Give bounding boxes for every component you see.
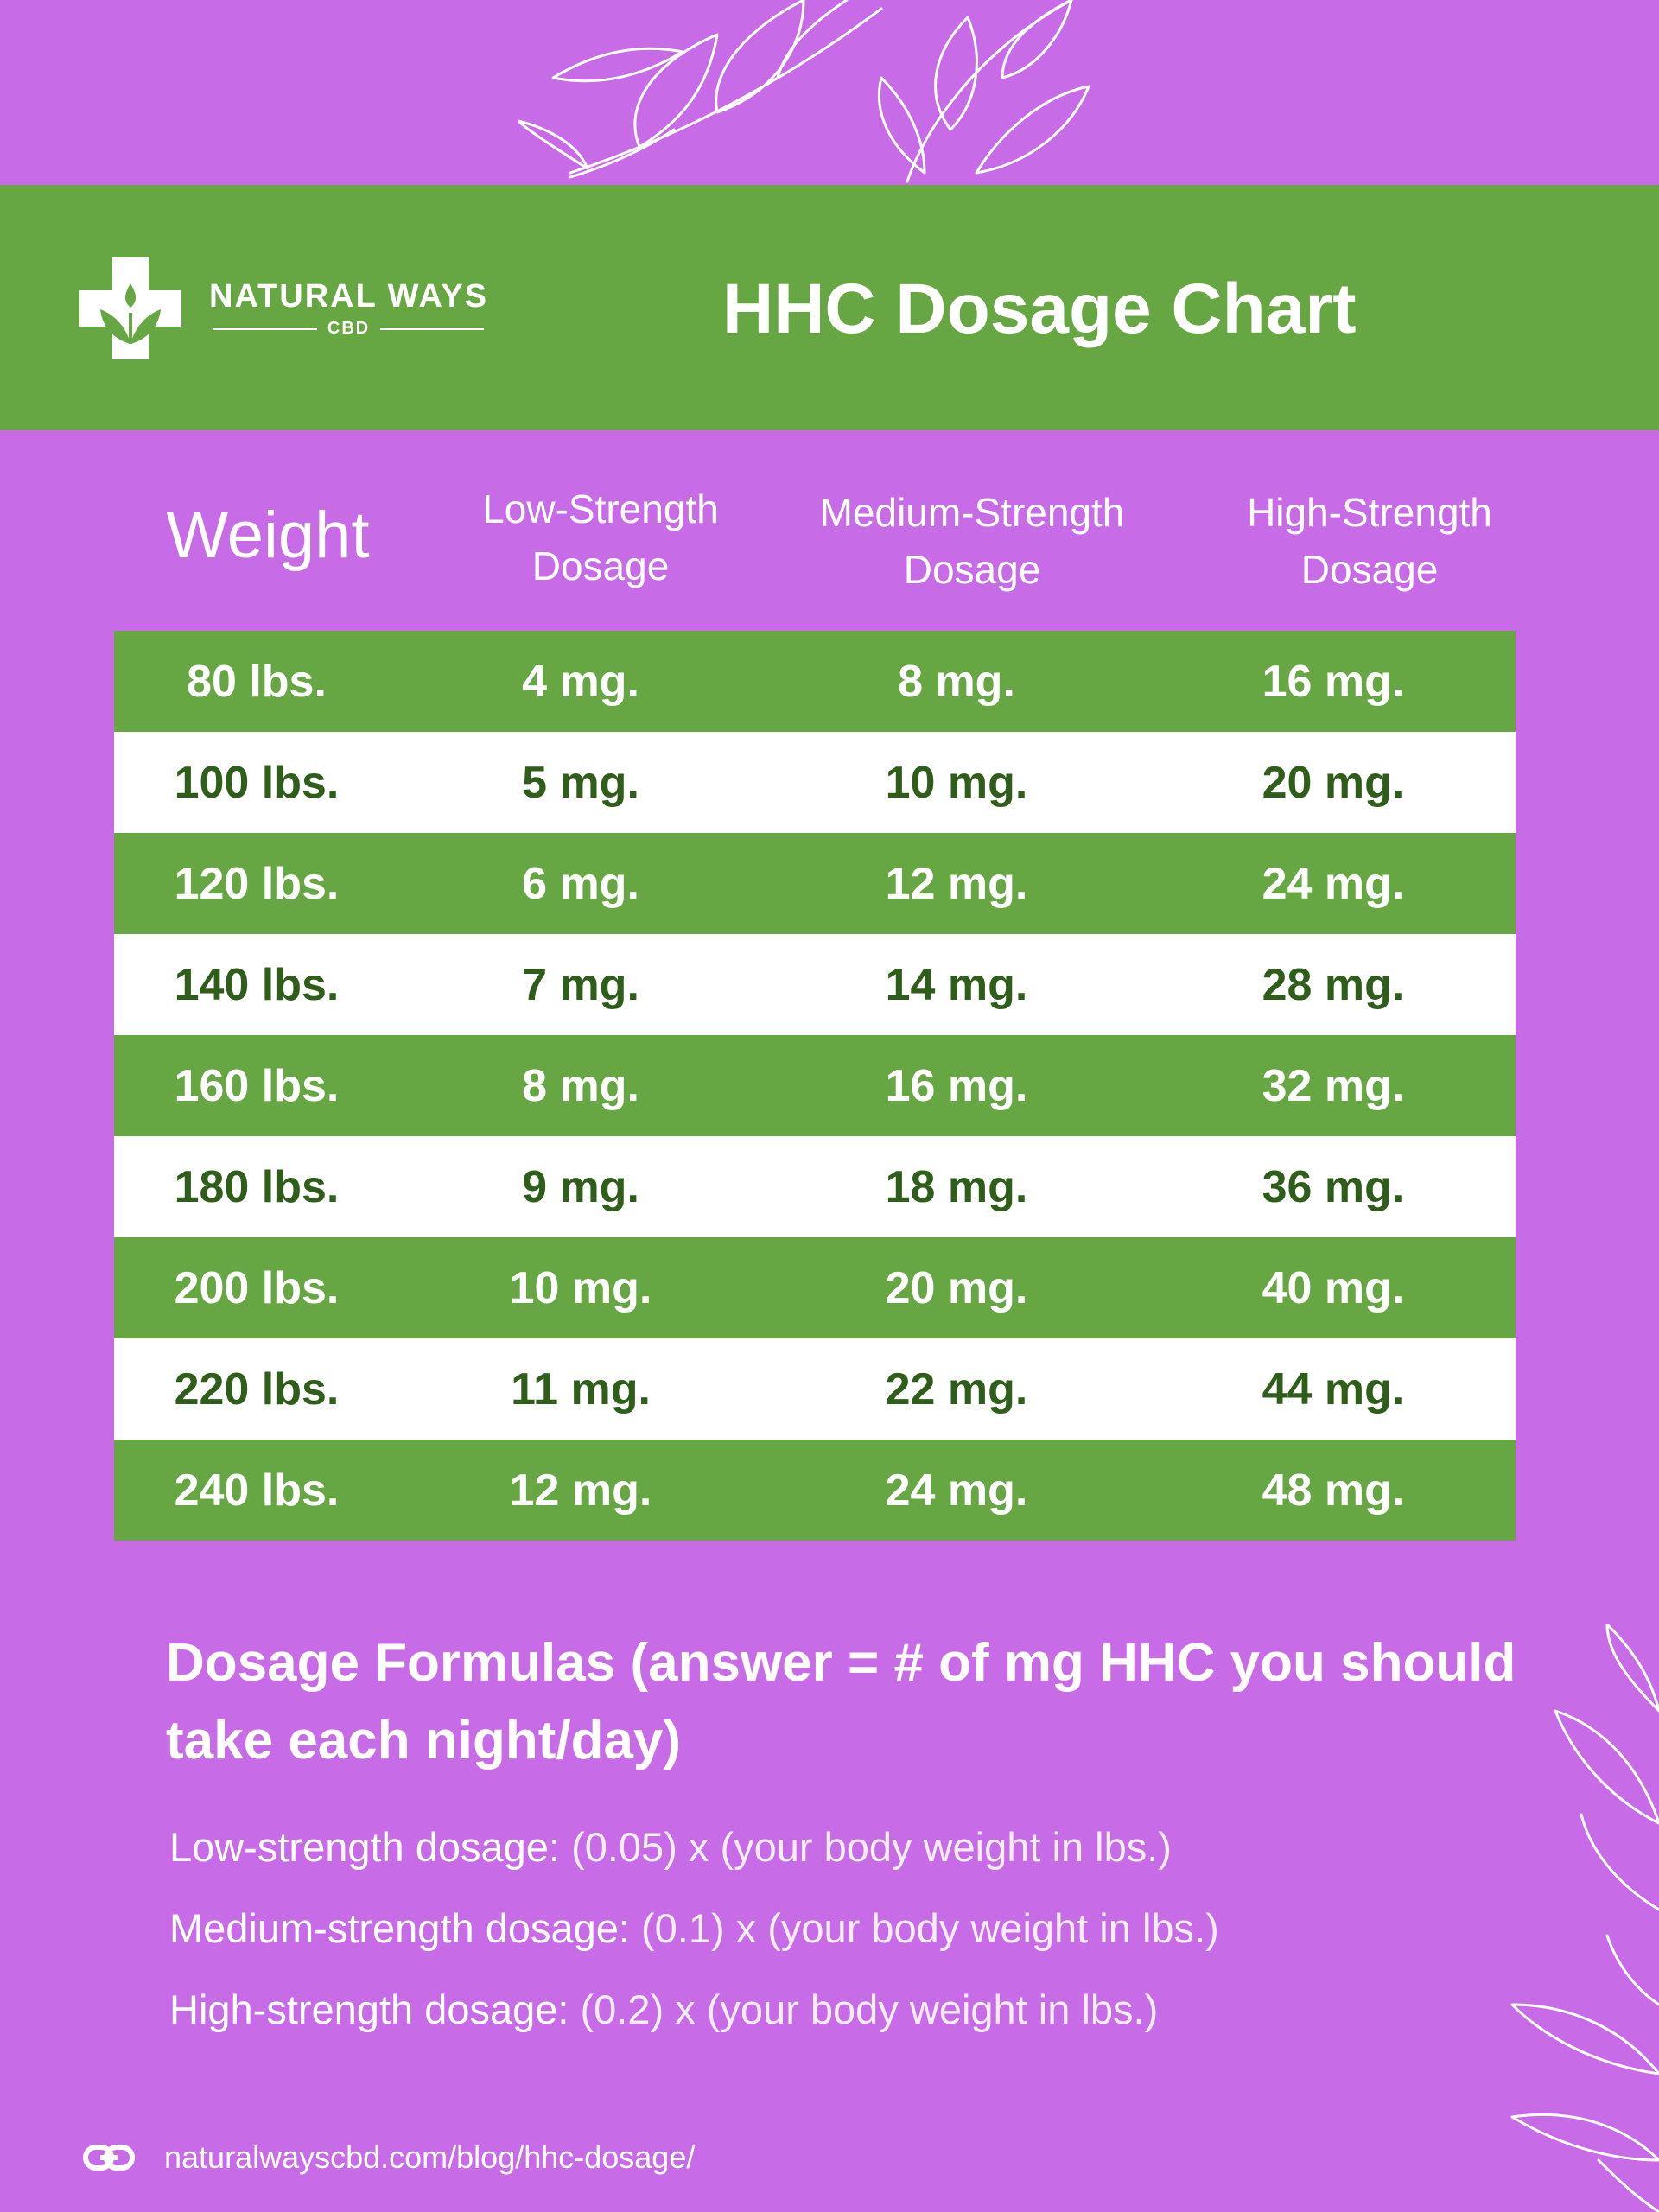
column-header-line: Low-Strength	[482, 486, 719, 531]
page-title: HHC Dosage Chart	[722, 270, 1357, 348]
table-row: 240 lbs. 12 mg. 24 mg. 48 mg.	[114, 1440, 1516, 1541]
weight-cell: 160 lbs.	[114, 1035, 399, 1136]
weight-cell: 80 lbs.	[114, 631, 399, 732]
high-dosage-cell: 20 mg.	[1151, 732, 1516, 833]
formula-medium: Medium-strength dosage: (0.1) x (your bo…	[169, 1903, 1552, 1955]
low-dosage-cell: 5 mg.	[399, 732, 762, 833]
footer: naturalwayscbd.com/blog/hhc-dosage/	[83, 2139, 695, 2176]
medium-dosage-cell: 18 mg.	[762, 1136, 1151, 1237]
dosage-table: 80 lbs. 4 mg. 8 mg. 16 mg. 100 lbs. 5 mg…	[114, 631, 1516, 1541]
header-band	[0, 185, 1659, 430]
divider	[380, 327, 485, 330]
table-row: 140 lbs. 7 mg. 14 mg. 28 mg.	[114, 934, 1516, 1035]
logo-text: NATURAL WAYS CBD	[209, 278, 488, 339]
table-row: 160 lbs. 8 mg. 16 mg. 32 mg.	[114, 1035, 1516, 1136]
brand-name: NATURAL WAYS	[209, 278, 489, 315]
cross-leaf-logo-icon	[79, 257, 181, 359]
high-dosage-cell: 36 mg.	[1151, 1136, 1516, 1237]
weight-cell: 180 lbs.	[114, 1136, 399, 1237]
low-dosage-cell: 8 mg.	[399, 1035, 762, 1136]
weight-cell: 100 lbs.	[114, 732, 399, 833]
table-row: 220 lbs. 11 mg. 22 mg. 44 mg.	[114, 1338, 1516, 1440]
low-dosage-cell: 4 mg.	[399, 631, 762, 732]
formulas-heading: Dosage Formulas (answer = # of mg HHC yo…	[166, 1633, 1516, 1770]
table-row: 200 lbs. 10 mg. 20 mg. 40 mg.	[114, 1237, 1516, 1338]
column-header-line: Dosage	[1300, 547, 1439, 592]
weight-cell: 220 lbs.	[114, 1338, 399, 1440]
weight-cell: 240 lbs.	[114, 1440, 399, 1541]
divider	[213, 327, 317, 330]
medium-dosage-cell: 16 mg.	[762, 1035, 1151, 1136]
column-header-line: Medium-Strength	[819, 490, 1125, 535]
medium-dosage-cell: 12 mg.	[762, 833, 1151, 934]
medium-dosage-cell: 22 mg.	[762, 1338, 1151, 1440]
table-row: 180 lbs. 9 mg. 18 mg. 36 mg.	[114, 1136, 1516, 1237]
weight-cell: 140 lbs.	[114, 934, 399, 1035]
column-header-low: Low-Strength Dosage	[432, 480, 769, 594]
medium-dosage-cell: 14 mg.	[762, 934, 1151, 1035]
column-header-high: High-Strength Dosage	[1192, 484, 1547, 598]
high-dosage-cell: 24 mg.	[1151, 833, 1516, 934]
column-header-weight: Weight	[166, 499, 370, 572]
low-dosage-cell: 7 mg.	[399, 934, 762, 1035]
medium-dosage-cell: 10 mg.	[762, 732, 1151, 833]
footer-url-link[interactable]: naturalwayscbd.com/blog/hhc-dosage/	[164, 2139, 696, 2175]
formula-expression: (0.05) x (your body weight in lbs.)	[560, 1824, 1172, 1870]
low-dosage-cell: 11 mg.	[399, 1338, 762, 1440]
formula-label: Medium-strength dosage:	[169, 1905, 630, 1951]
low-dosage-cell: 12 mg.	[399, 1440, 762, 1541]
formula-label: High-strength dosage:	[169, 1986, 569, 2032]
column-header-medium: Medium-Strength Dosage	[769, 484, 1175, 598]
formula-expression: (0.2) x (your body weight in lbs.)	[569, 1986, 1159, 2032]
low-dosage-cell: 10 mg.	[399, 1237, 762, 1338]
high-dosage-cell: 32 mg.	[1151, 1035, 1516, 1136]
table-row: 100 lbs. 5 mg. 10 mg. 20 mg.	[114, 732, 1516, 833]
brand-logo: NATURAL WAYS CBD	[79, 257, 488, 359]
high-dosage-cell: 28 mg.	[1151, 934, 1516, 1035]
leaf-illustration-top	[518, 0, 1090, 183]
high-dosage-cell: 40 mg.	[1151, 1237, 1516, 1338]
table-row: 80 lbs. 4 mg. 8 mg. 16 mg.	[114, 631, 1516, 732]
formula-expression: (0.1) x (your body weight in lbs.)	[629, 1905, 1219, 1951]
column-header-line: Dosage	[903, 547, 1041, 592]
brand-sub-row: CBD	[209, 319, 488, 339]
weight-cell: 200 lbs.	[114, 1237, 399, 1338]
medium-dosage-cell: 20 mg.	[762, 1237, 1151, 1338]
table-row: 120 lbs. 6 mg. 12 mg. 24 mg.	[114, 833, 1516, 934]
formula-label: Low-strength dosage:	[169, 1824, 561, 1870]
column-header-line: Dosage	[531, 543, 670, 588]
weight-cell: 120 lbs.	[114, 833, 399, 934]
high-dosage-cell: 48 mg.	[1151, 1440, 1516, 1541]
low-dosage-cell: 9 mg.	[399, 1136, 762, 1237]
brand-sub: CBD	[327, 319, 371, 338]
high-dosage-cell: 16 mg.	[1151, 631, 1516, 732]
formula-low: Low-strength dosage: (0.05) x (your body…	[169, 1821, 1552, 1873]
formula-high: High-strength dosage: (0.2) x (your body…	[169, 1984, 1552, 2036]
low-dosage-cell: 6 mg.	[399, 833, 762, 934]
column-header-line: High-Strength	[1247, 490, 1492, 535]
link-icon	[83, 2145, 135, 2171]
medium-dosage-cell: 8 mg.	[762, 631, 1151, 732]
high-dosage-cell: 44 mg.	[1151, 1338, 1516, 1440]
medium-dosage-cell: 24 mg.	[762, 1440, 1151, 1541]
